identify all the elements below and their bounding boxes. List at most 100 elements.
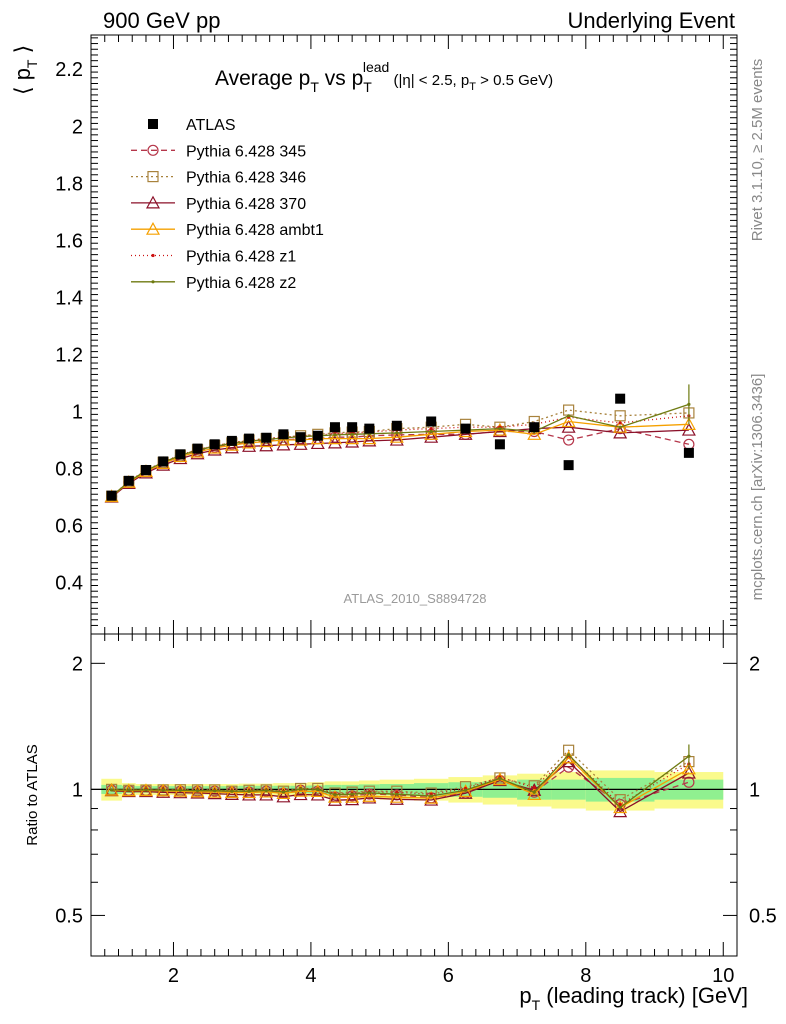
x-tick-label: 2 bbox=[168, 965, 179, 987]
atlas-data-point bbox=[106, 490, 117, 501]
ratio-marker-z2 bbox=[178, 788, 182, 792]
ratio-marker-p346 bbox=[391, 785, 403, 797]
ratio-marker-p370 bbox=[327, 792, 342, 806]
ratio-marker-z2 bbox=[264, 788, 268, 793]
ratio-marker-p370 bbox=[613, 804, 628, 818]
main-marker-ambt1 bbox=[527, 427, 542, 440]
y-tick-label: 1.6 bbox=[55, 230, 83, 252]
ratio-marker-ambt1 bbox=[293, 783, 308, 797]
main-marker-p370 bbox=[458, 427, 473, 440]
main-marker-p345 bbox=[563, 434, 575, 446]
x-tick-label: 6 bbox=[443, 965, 454, 987]
y-tick-label: 2 bbox=[72, 653, 83, 675]
ratio-marker-p370 bbox=[389, 792, 404, 805]
y-tick-label: 0.5 bbox=[55, 905, 83, 927]
atlas-data-point bbox=[683, 447, 694, 458]
main-marker-p370 bbox=[310, 436, 325, 450]
atlas-data-point bbox=[615, 393, 626, 404]
legend-marker-z1 bbox=[151, 253, 155, 258]
atlas-data-point bbox=[494, 439, 505, 450]
ratio-marker-ambt1 bbox=[527, 787, 542, 800]
ratio-marker-z1 bbox=[532, 785, 536, 790]
y-tick-label: 1 bbox=[72, 779, 83, 801]
y-tick-label: 1 bbox=[72, 402, 83, 424]
atlas-data-point bbox=[347, 422, 358, 433]
main-marker-p346 bbox=[494, 421, 506, 433]
legend-marker-p345 bbox=[147, 144, 159, 156]
legend-label-z1: Pythia 6.428 z1 bbox=[186, 249, 296, 266]
legend-marker-ambt1 bbox=[145, 221, 161, 235]
atlas-data-point bbox=[329, 422, 340, 433]
main-marker-p370 bbox=[259, 438, 274, 452]
ratio-marker-p370 bbox=[242, 787, 257, 801]
ratio-marker-p370 bbox=[173, 785, 188, 799]
y-tick-label: 1.8 bbox=[55, 173, 83, 195]
main-marker-p370 bbox=[207, 442, 222, 456]
legend-label-atlas: ATLAS bbox=[186, 117, 236, 134]
rivet-version-label: Rivet 3.1.10, ≥ 2.5M events bbox=[749, 59, 766, 242]
ratio-marker-z2 bbox=[299, 787, 303, 791]
atlas-data-point bbox=[563, 460, 574, 471]
legend-label-ambt1: Pythia 6.428 ambt1 bbox=[186, 222, 324, 239]
legend-label-p370: Pythia 6.428 370 bbox=[186, 196, 306, 213]
ratio-marker-ambt1 bbox=[681, 761, 696, 775]
y-tick-label: 1.2 bbox=[55, 344, 83, 366]
ratio-marker-z2 bbox=[161, 788, 165, 792]
main-marker-z2 bbox=[429, 429, 433, 434]
main-marker-z2 bbox=[498, 427, 502, 431]
ratio-marker-p370 bbox=[190, 785, 205, 799]
atlas-data-point bbox=[123, 475, 134, 486]
legend-marker-z2 bbox=[151, 280, 155, 284]
main-line-p346 bbox=[111, 409, 689, 497]
y-tick-label-right: 2 bbox=[749, 653, 760, 675]
y-tick-label: 2 bbox=[72, 116, 83, 138]
atlas-data-point bbox=[529, 422, 540, 433]
ratio-marker-z2 bbox=[281, 790, 286, 794]
ratio-marker-p370 bbox=[458, 785, 473, 799]
atlas-data-point bbox=[244, 433, 255, 444]
atlas-data-point bbox=[158, 456, 169, 467]
ratio-y-axis-label: Ratio to ATLAS bbox=[24, 744, 41, 845]
x-axis-label: pT (leading track) [GeV] bbox=[519, 983, 748, 1013]
ratio-panel: 2 4 6 8 10 0.5 0.5 1 1 2 2 Ratio to ATLAS pT (lead… bbox=[24, 633, 777, 1013]
atlas-data-point bbox=[391, 420, 402, 431]
main-marker-ambt1 bbox=[424, 427, 439, 440]
ratio-marker-z2 bbox=[213, 789, 217, 793]
atlas-data-point bbox=[192, 443, 203, 454]
ratio-marker-p370 bbox=[259, 787, 274, 801]
ratio-marker-z2 bbox=[316, 787, 320, 791]
main-marker-ambt1 bbox=[561, 414, 576, 428]
main-marker-z2 bbox=[395, 431, 399, 435]
atlas-data-point bbox=[261, 432, 272, 443]
ratio-marker-ambt1 bbox=[207, 784, 222, 798]
ratio-marker-z2 bbox=[367, 791, 371, 795]
ratio-marker-ambt1 bbox=[389, 789, 404, 803]
ratio-marker-p345 bbox=[683, 776, 695, 788]
x-tick-label: 10 bbox=[712, 965, 734, 987]
ratio-marker-z2 bbox=[144, 788, 148, 792]
ratio-marker-p370 bbox=[224, 787, 239, 800]
ratio-marker-ambt1 bbox=[276, 786, 291, 800]
main-plot-content bbox=[104, 384, 696, 503]
ratio-marker-z2 bbox=[498, 776, 502, 781]
atlas-data-point bbox=[364, 423, 375, 434]
ratio-marker-ambt1 bbox=[242, 785, 257, 799]
y-tick-label: 0.8 bbox=[55, 459, 83, 481]
ratio-frame bbox=[90, 633, 738, 957]
main-marker-p370 bbox=[327, 435, 342, 449]
main-marker-z2 bbox=[350, 432, 354, 436]
main-marker-p370 bbox=[224, 440, 239, 454]
y-tick-label: 2.2 bbox=[55, 59, 83, 81]
legend: ATLAS Pythia 6.428 345 Pythia 6.428 346 Pyt… bbox=[131, 117, 324, 292]
legend-label-p346: Pythia 6.428 346 bbox=[186, 170, 306, 187]
main-marker-ambt1 bbox=[345, 431, 360, 445]
ratio-marker-z2 bbox=[532, 790, 536, 794]
ratio-marker-z2 bbox=[350, 792, 354, 796]
ratio-marker-ambt1 bbox=[345, 789, 360, 803]
atlas-data-point bbox=[312, 430, 323, 441]
atlas-data-point bbox=[175, 449, 186, 460]
main-line-p345 bbox=[111, 427, 690, 498]
main-marker-z2 bbox=[333, 433, 337, 437]
y-tick-label: 0.6 bbox=[55, 516, 83, 538]
